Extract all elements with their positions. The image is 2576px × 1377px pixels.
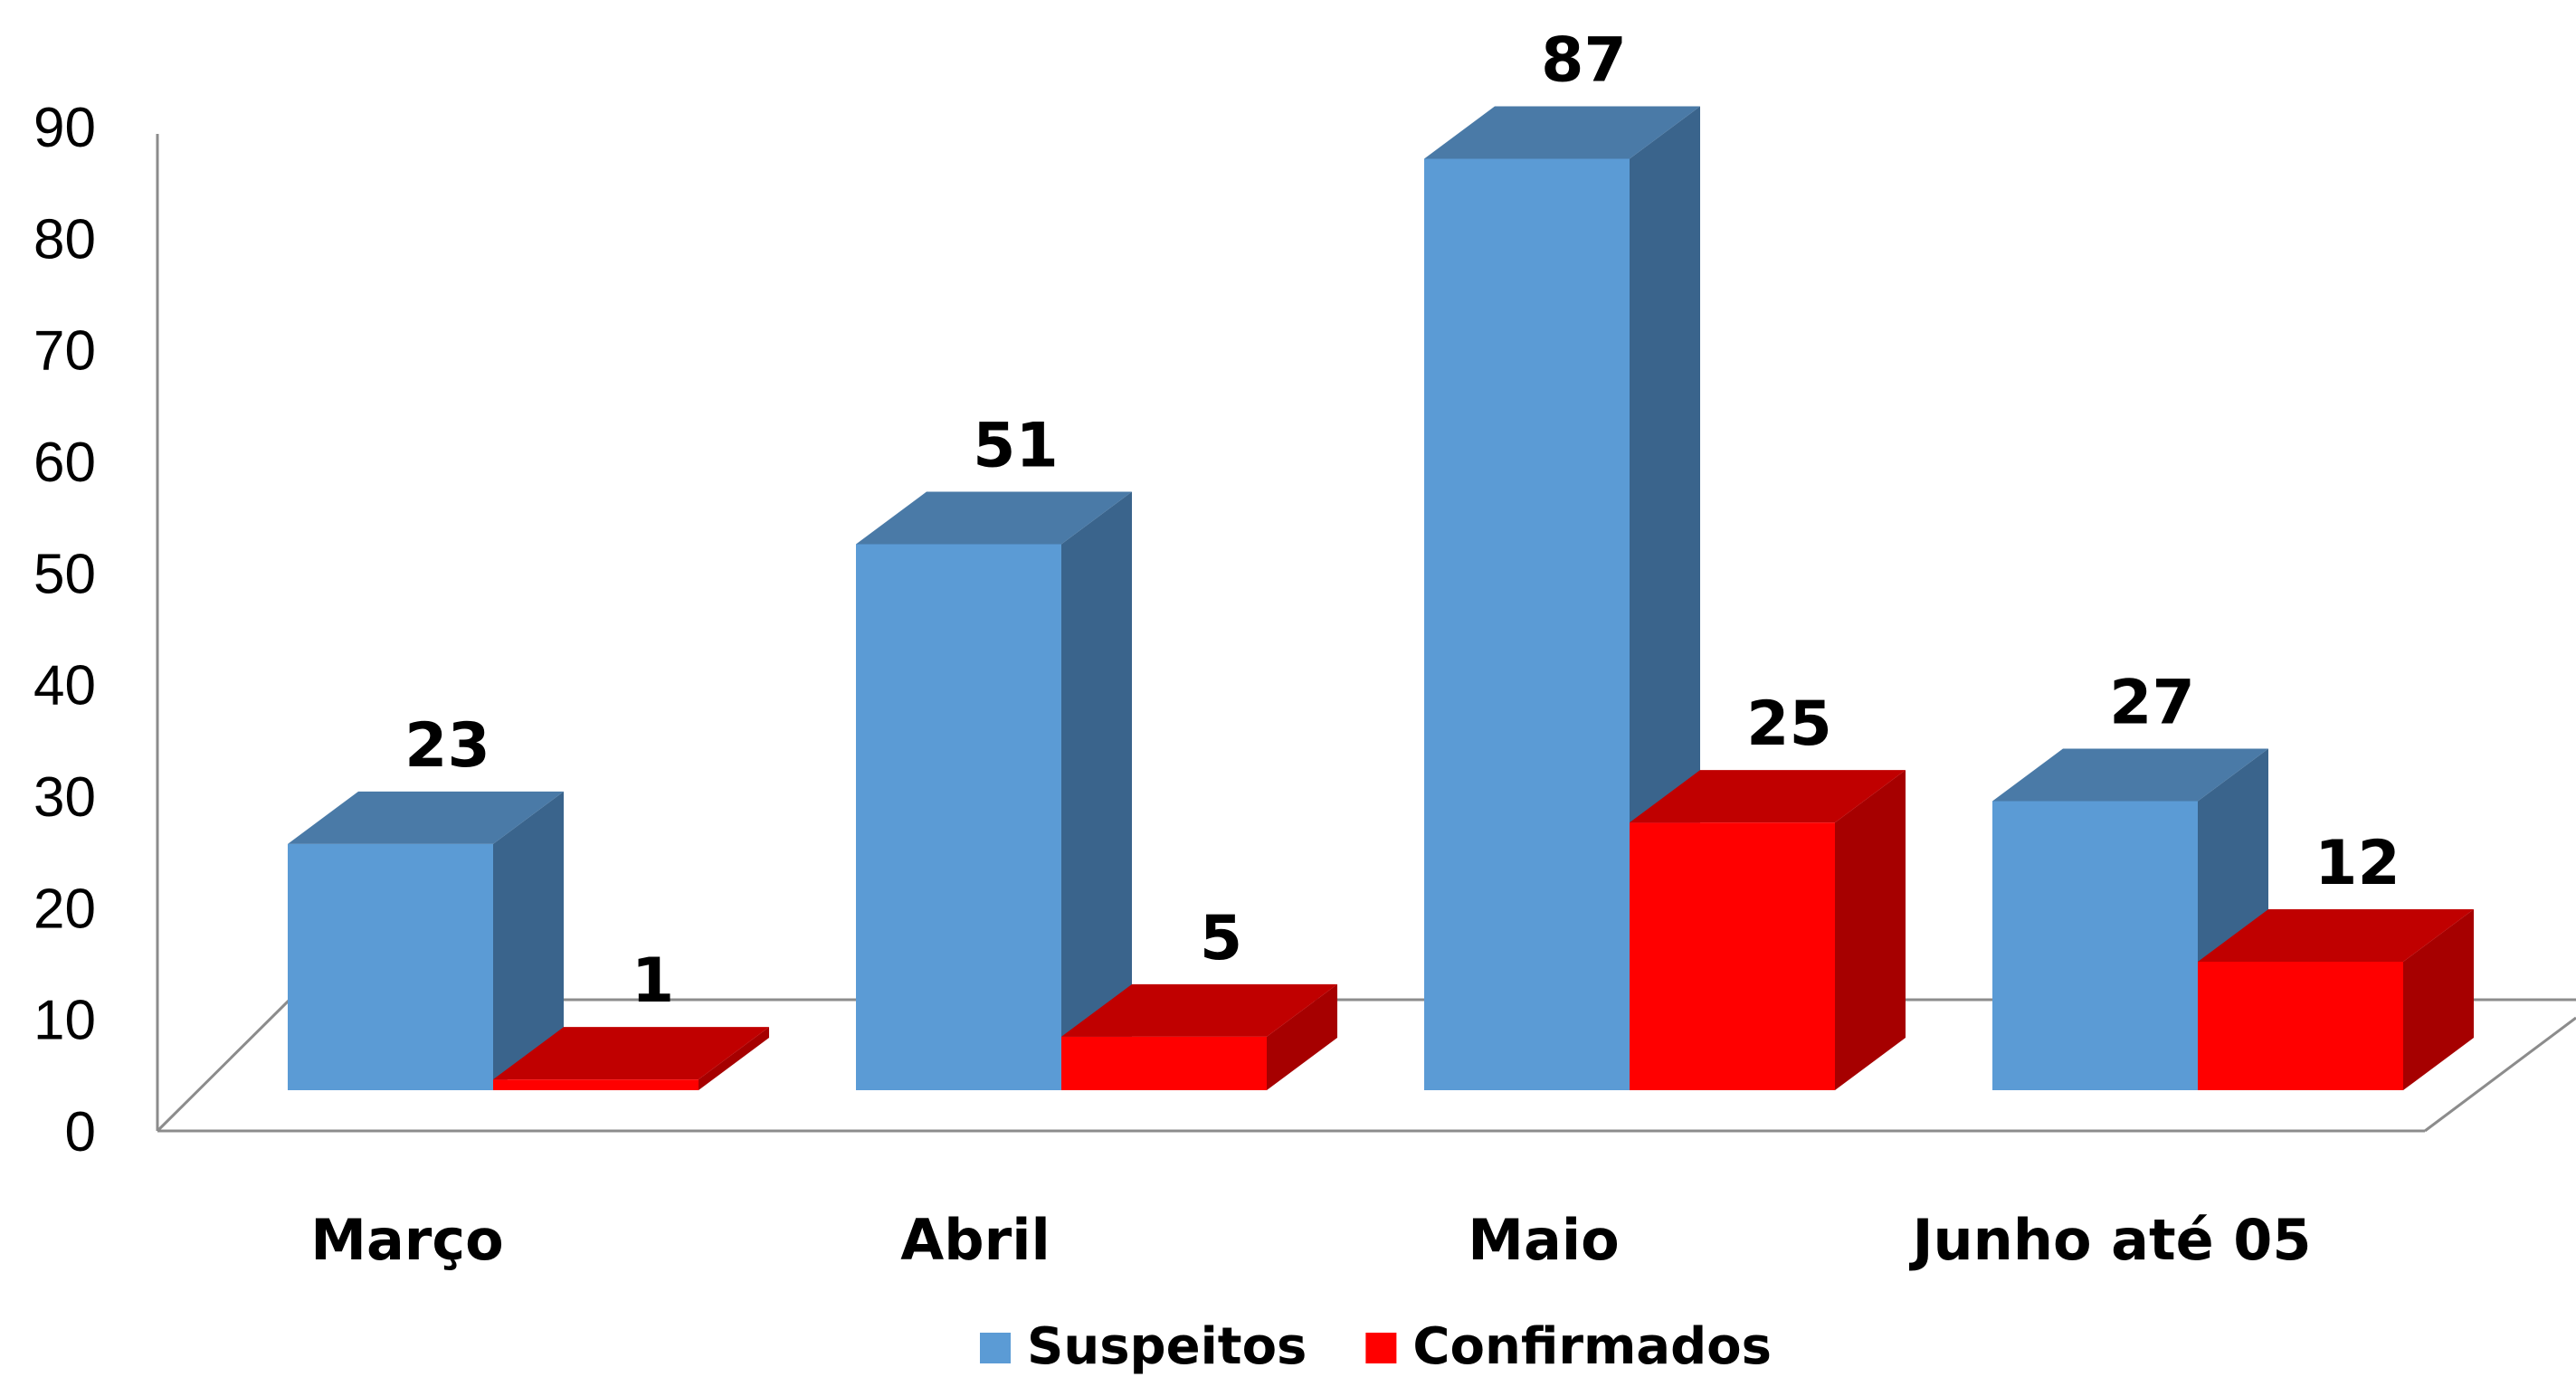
y-tick-label: 40	[33, 655, 96, 717]
bar-confirmados-abril-side	[1267, 983, 1337, 1090]
bar-confirmados-junho-ate-05	[2198, 962, 2403, 1090]
bar-suspeitos-maio-top	[1424, 106, 1700, 159]
legend-label-suspeitos: Suspeitos	[1027, 1317, 1307, 1376]
bar-confirmados-junho-ate-05-side	[2403, 909, 2474, 1090]
y-tick-label: 10	[33, 990, 96, 1052]
legend-swatch-suspeitos	[980, 1333, 1011, 1363]
x-tick-label-abril: Abril	[900, 1207, 1050, 1273]
legend-label-confirmados: Confirmados	[1412, 1317, 1772, 1376]
y-tick-label: 50	[33, 543, 96, 605]
y-tick-label: 0	[65, 1101, 96, 1163]
data-label-confirmados-abril: 5	[1200, 903, 1242, 974]
bar-confirmados-junho-ate-05-top	[2198, 909, 2474, 962]
bar-suspeitos-junho-ate-05	[1992, 801, 2198, 1090]
floor-left-edge	[156, 998, 291, 1133]
bar-suspeitos-abril	[856, 544, 1061, 1090]
y-tick-label: 80	[33, 208, 96, 271]
data-label-confirmados-maio: 25	[1746, 688, 1832, 760]
y-tick-label: 90	[33, 97, 96, 159]
bar-suspeitos-marco-side	[493, 791, 564, 1090]
y-tick-label: 70	[33, 320, 96, 383]
legend-swatch-confirmados	[1365, 1333, 1397, 1363]
data-label-suspeitos-maio: 87	[1541, 25, 1627, 97]
bar-suspeitos-marco	[288, 843, 493, 1090]
data-label-suspeitos-marco: 23	[404, 710, 490, 782]
y-tick-label: 60	[33, 432, 96, 494]
y-tick-label: 30	[33, 766, 96, 829]
bar-suspeitos-marco-top	[288, 791, 564, 844]
bar-suspeitos-abril-side	[1061, 491, 1132, 1090]
data-label-suspeitos-junho-ate-05: 27	[2109, 668, 2195, 739]
bar-confirmados-maio	[1630, 822, 1835, 1090]
bar-suspeitos-maio	[1424, 158, 1630, 1090]
data-label-confirmados-marco: 1	[632, 945, 674, 1017]
data-label-confirmados-junho-ate-05: 12	[2315, 828, 2400, 899]
bar-confirmados-maio-top	[1630, 770, 1906, 823]
bar-confirmados-abril-top	[1061, 983, 1337, 1037]
x-tick-label-junho-ate-05: Junho até 05	[1908, 1207, 2311, 1273]
bar-confirmados-marco-top	[493, 1027, 769, 1080]
bar-confirmados-marco-side	[699, 1027, 769, 1090]
x-tick-label-marco: Março	[310, 1207, 503, 1273]
bar-confirmados-abril	[1061, 1036, 1267, 1090]
bar-confirmados-marco	[493, 1079, 699, 1090]
bar-suspeitos-abril-top	[856, 491, 1132, 545]
x-tick-label-maio: Maio	[1468, 1207, 1619, 1273]
y-tick-label: 20	[33, 878, 96, 940]
bar-suspeitos-junho-ate-05-top	[1992, 748, 2268, 802]
data-label-suspeitos-abril: 51	[973, 411, 1059, 482]
floor-right-edge	[2424, 1016, 2576, 1133]
bar-confirmados-maio-side	[1835, 770, 1906, 1090]
